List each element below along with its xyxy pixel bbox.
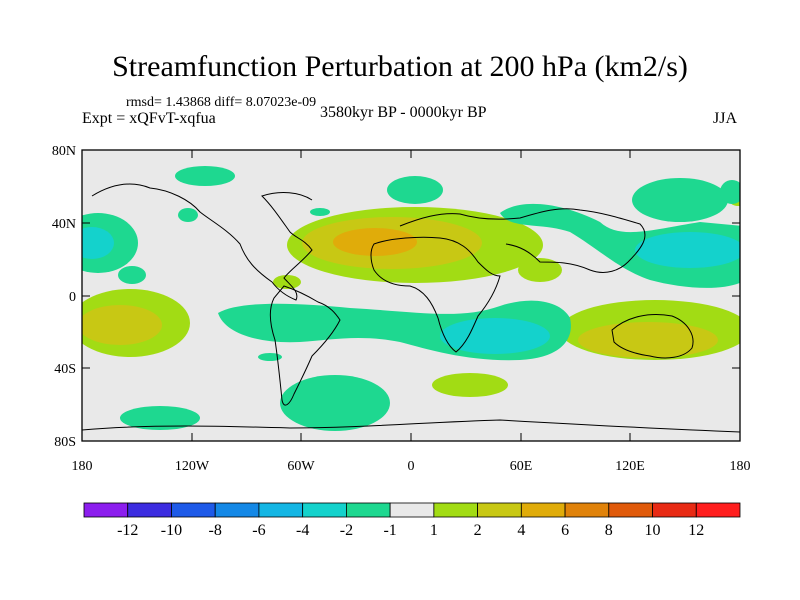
colorbar-swatch: [695, 502, 741, 518]
coast-australia: [611, 314, 694, 359]
colorbar-swatch: [477, 502, 522, 518]
anomaly-neg-n-atlantic: [310, 208, 330, 216]
colorbar-swatch: [345, 502, 391, 518]
anomaly-pos3-atlantic: [333, 228, 417, 256]
colorbar-label: 12: [688, 522, 704, 539]
x-label-60e: 60E: [510, 459, 533, 474]
colorbar-label: -12: [117, 522, 138, 539]
coast-south-america: [269, 285, 341, 406]
anomaly-pos2-australia: [578, 322, 718, 358]
colorbar-swatch: [83, 502, 129, 518]
colorbar-swatch: [127, 502, 172, 518]
axis-labels: 80N 40N 0 40S 80S 180 120W 60W 0 60E 120…: [52, 144, 751, 474]
anomaly-neg-n-pacific: [632, 178, 728, 222]
coastlines: [82, 183, 740, 433]
coast-eurasia: [399, 208, 646, 273]
y-label-80n: 80N: [52, 144, 76, 159]
colorbar-label: -8: [209, 522, 222, 539]
colorbar-label: -2: [340, 522, 353, 539]
colorbar-label: 1: [430, 522, 438, 539]
y-label-0: 0: [69, 290, 76, 305]
colorbar-swatch: [302, 502, 347, 518]
x-label-180e: 180: [730, 459, 751, 474]
y-label-80s: 80S: [54, 435, 76, 450]
coast-north-america: [91, 183, 313, 301]
colorbar-label: -1: [383, 522, 396, 539]
x-label-180w: 180: [72, 459, 93, 474]
anomaly-neg-n-america: [175, 166, 235, 186]
axis-ticks: [81, 149, 741, 442]
colorbar-swatch: [258, 502, 304, 518]
anomaly-neg-pacific: [118, 266, 146, 284]
coast-africa: [370, 236, 501, 353]
period-label: 3580kyr BP - 0000kyr BP: [320, 104, 487, 121]
colorbar-label: -6: [252, 522, 265, 539]
colorbar-label: 10: [645, 522, 661, 539]
colorbar-swatch: [564, 502, 610, 518]
color-bar: -12 -10 -8 -6 -4 -2 -1 1 2 4 6 8 10 12: [83, 502, 741, 539]
x-label-0: 0: [408, 459, 415, 474]
x-label-120e: 120E: [615, 459, 645, 474]
contour-fields: [82, 166, 740, 431]
anomaly-neg-west-usa: [178, 208, 198, 222]
anomaly-neg2-asia: [635, 232, 740, 268]
anomaly-neg-small: [258, 353, 282, 361]
x-label-60w: 60W: [287, 459, 315, 474]
colorbar-label: -10: [161, 522, 182, 539]
anomaly-neg-s-atlantic: [280, 375, 390, 431]
colorbar-swatch: [520, 502, 566, 518]
colorbar-label: -4: [296, 522, 309, 539]
anomaly-neg2-w-pacific: [82, 227, 114, 259]
colorbar-label: 4: [517, 522, 525, 539]
anomaly-pos-caribbean: [273, 275, 301, 289]
anomaly-pos2-s-pacific: [82, 305, 162, 345]
season-label: JJA: [713, 110, 738, 127]
anomaly-neg-europe: [387, 176, 443, 204]
coast-antarctica: [82, 419, 740, 433]
y-label-40s: 40S: [54, 362, 76, 377]
anomaly-pos-arabia: [518, 258, 562, 282]
map-title: Streamfunction Perturbation at 200 hPa (…: [112, 50, 688, 83]
colorbar-swatch: [433, 502, 478, 518]
colorbar-swatch: [171, 502, 216, 518]
colorbar-swatch: [389, 502, 435, 518]
anomaly-neg-bering: [720, 180, 740, 204]
x-label-120w: 120W: [175, 459, 210, 474]
anomaly-neg-s-pacific: [120, 406, 200, 430]
colorbar-label: 6: [561, 522, 569, 539]
colorbar-label: 8: [605, 522, 613, 539]
y-label-40n: 40N: [52, 217, 76, 232]
colorbar-swatch: [652, 502, 697, 518]
experiment-label: Expt = xQFvT-xqfua: [82, 110, 216, 127]
anomaly-pos-s-atlantic: [432, 373, 508, 397]
stats-label: rmsd= 1.43868 diff= 8.07023e-09: [126, 95, 317, 110]
colorbar-label: 2: [474, 522, 482, 539]
colorbar-swatch: [214, 502, 260, 518]
anomaly-neg2-indian-ocean: [440, 318, 550, 354]
colorbar-swatch: [608, 502, 653, 518]
